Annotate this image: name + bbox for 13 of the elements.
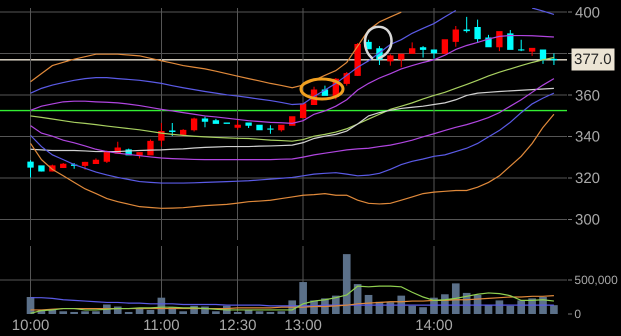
y-tick-label: 0 <box>574 307 582 322</box>
x-tick-label: 11:00 <box>143 317 180 334</box>
x-tick-label: 14:00 <box>415 317 453 334</box>
y-tick-label: 320 <box>575 170 600 188</box>
x-tick-label: 13:00 <box>284 317 322 334</box>
y-tick-label: 500,000 <box>574 273 618 288</box>
y-tick-label: 340 <box>575 128 600 146</box>
y-tick-label: 360 <box>575 87 600 104</box>
ref-line-label: 377.0 <box>574 51 612 68</box>
x-tick-label: 10:00 <box>12 317 50 334</box>
x-tick-label: 12:30 <box>218 317 256 334</box>
y-tick-label: 400 <box>575 4 600 22</box>
y-tick-label: 300 <box>575 212 600 229</box>
